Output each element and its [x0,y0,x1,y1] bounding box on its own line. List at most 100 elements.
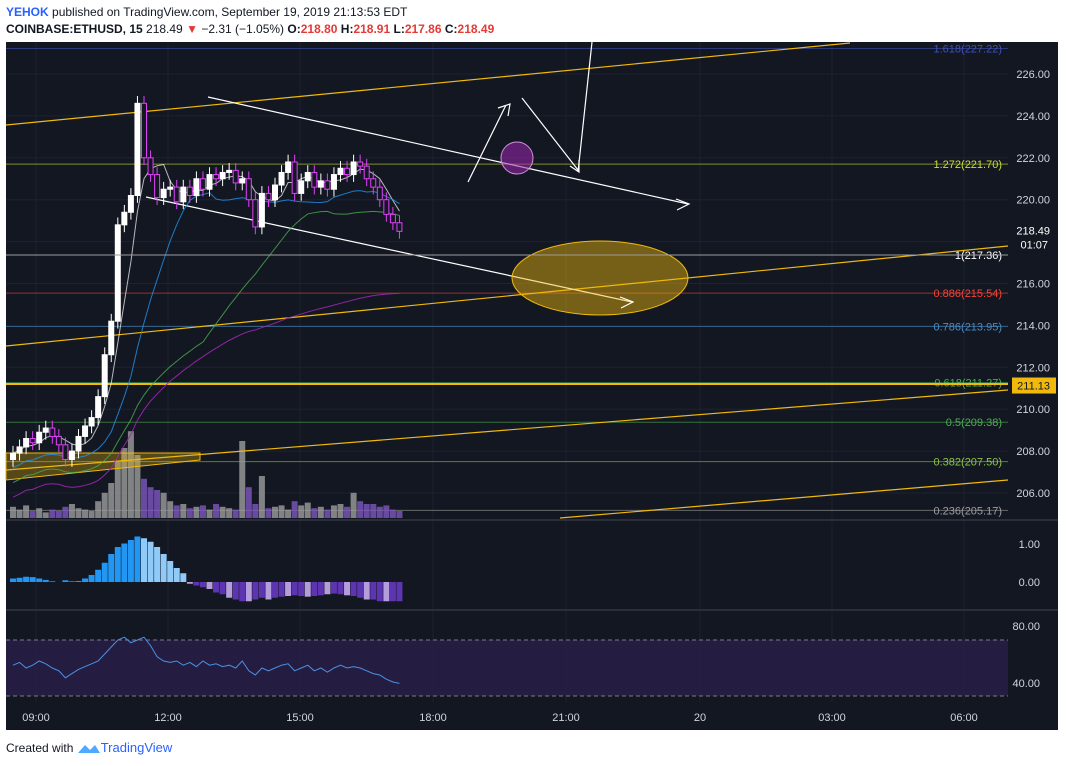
high-label: H: [340,22,354,36]
candle-body [337,167,344,176]
volume-bar [36,508,43,518]
volume-bar [357,501,364,518]
volume-bar [108,483,115,518]
volume-bar [95,501,102,518]
time-tick: 20 [694,712,706,724]
volume-bar [55,511,62,518]
time-tick: 09:00 [22,712,50,724]
volume-bar [75,508,82,518]
volume-bar [206,509,213,518]
macd-bar [370,582,377,600]
bottom-trendline [559,479,1009,519]
price-tick: 208.00 [1016,446,1050,458]
macd-bar [291,582,298,596]
volume-bar [396,511,403,518]
base-zone [5,452,201,481]
time-tick: 21:00 [552,712,580,724]
volume-bar [317,506,324,518]
candle-body [95,396,102,419]
arrow-up-left [467,103,511,183]
volume-bar [337,504,344,518]
candle-body [147,157,154,176]
macd-bar [265,582,272,600]
macd-bar [68,581,75,582]
macd-bar [193,582,200,586]
candle-body [186,186,193,197]
price-tick: 222.00 [1016,153,1050,165]
macd-bar [121,543,128,582]
macd-bar [82,578,89,582]
macd-bar [285,582,292,596]
channel-bottom [145,196,633,303]
marked-level-tag [1012,377,1056,394]
candle-body [239,178,246,184]
volume-bar [370,504,377,518]
arrowhead-right [675,198,691,211]
candle-body [160,188,167,199]
macd-bar [239,582,246,602]
macd-bar [23,576,30,582]
candle-body [173,186,180,203]
candle-body [265,192,272,201]
candle-body [82,425,89,437]
macd-bar [167,561,174,582]
macd-bar [10,578,16,582]
created-text: Created with [6,741,74,755]
volume-bar [199,505,206,518]
candle-body [357,161,364,167]
price-tick: 216.00 [1016,279,1050,291]
price-chart[interactable]: 1.618(227.22) 1.272(221.70) 1(217.36) 0.886… [0,40,1066,740]
price-tick: 210.00 [1016,404,1050,416]
candle-body [258,192,265,228]
volume-bar [324,509,331,518]
volume-bar [147,487,154,518]
macd-bar [350,582,357,596]
candle-body [298,180,305,194]
price-tick: 224.00 [1016,111,1050,123]
brand-name[interactable]: TradingView [100,740,173,755]
macd-bar [219,582,226,595]
candle-body [121,211,128,226]
target-zone [511,240,689,316]
last-price-label: 218.49 [1016,225,1050,237]
volume-bar [232,509,239,518]
macd-bar [232,582,239,600]
candle-body [42,427,49,433]
middle-trendline [5,245,1009,347]
volume-bar [213,504,220,518]
candle-body [232,169,239,184]
macd-bar [127,540,134,582]
volume-bar [121,448,128,518]
macd-bar [252,582,259,600]
fib-label: 0.5(209.38) [946,417,1002,429]
candle-body [36,431,43,444]
price-change: −2.31 (−1.05%) [201,22,285,36]
volume-bar [167,501,174,518]
time-tick: 03:00 [818,712,846,724]
symbol-info: COINBASE:ETHUSD, 15 218.49 ▼ −2.31 (−1.0… [6,22,494,36]
candle-body [88,417,95,427]
macd-bar [75,580,82,582]
macd-bar [16,577,23,582]
macd-bar [278,582,285,597]
volume-bar [265,508,272,518]
volume-bar [344,506,351,518]
volume-bar [383,505,390,518]
countdown-label: 01:07 [1020,239,1048,251]
macd-bar [199,582,206,588]
macd-bar [304,582,311,597]
candle-body [219,171,226,180]
volume-bar [285,509,292,518]
volume-bar [68,504,75,518]
candle-body [23,438,30,448]
candle-body [180,186,187,203]
macd-bar [357,582,364,598]
macd-bar [42,579,49,582]
fib-label: 0.786(213.95) [934,321,1003,333]
candle-body [324,180,331,190]
author-name[interactable]: YEHOK [6,5,49,19]
tradingview-logo-icon [77,744,100,753]
candle-body [68,450,75,460]
macd-bar [272,582,278,598]
marked-level-label: 211.13 [1017,381,1050,393]
